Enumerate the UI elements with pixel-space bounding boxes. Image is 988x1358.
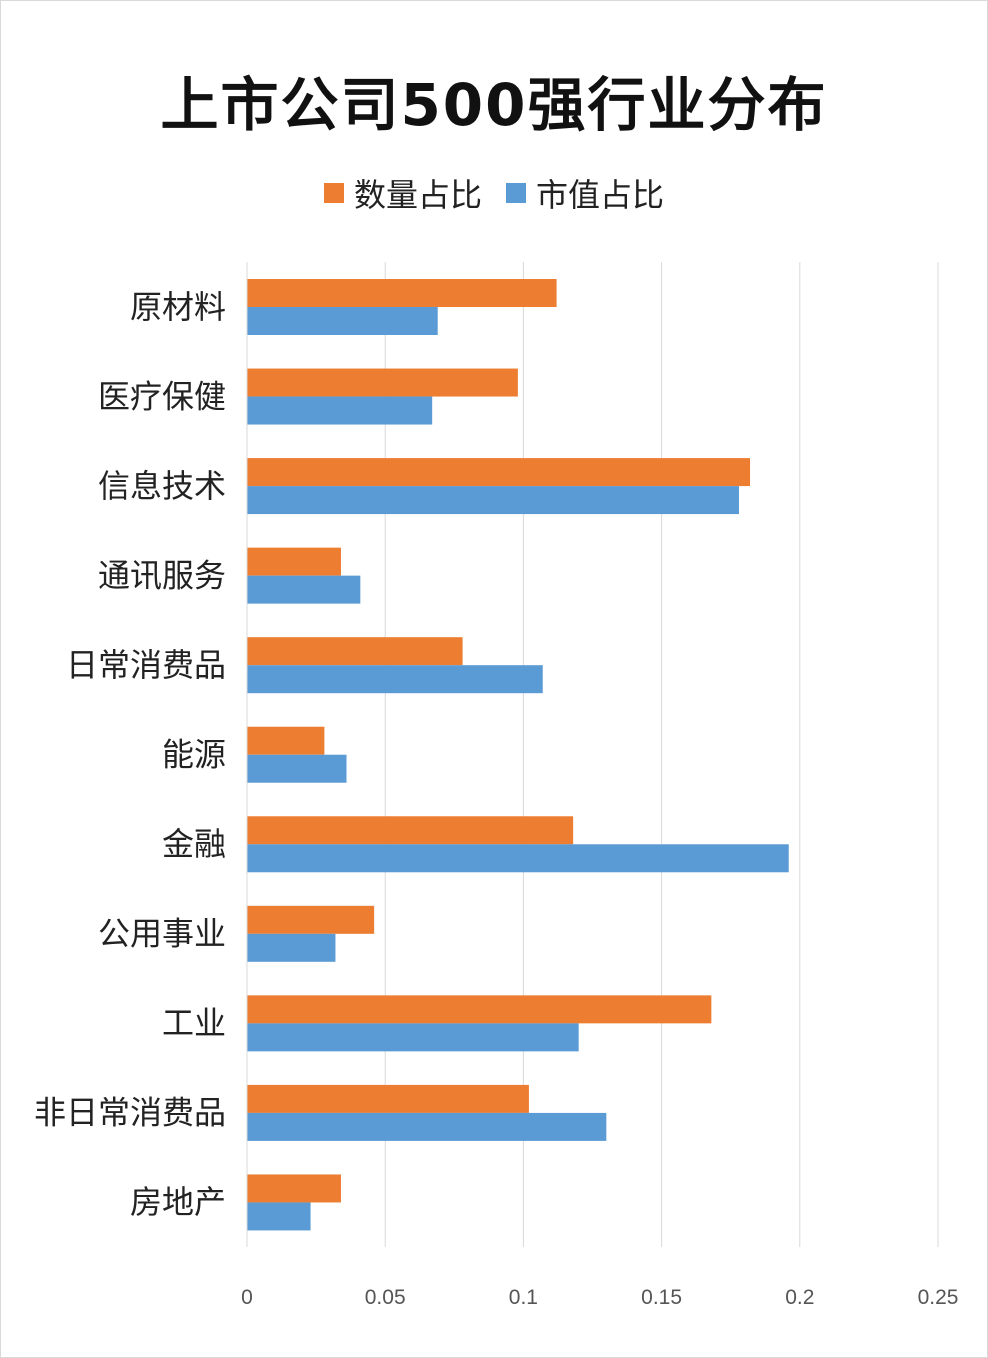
bar-marketcap-1 [247, 396, 433, 425]
x-tick-label-4: 0.2 [785, 1286, 814, 1309]
bar-count-6 [247, 816, 574, 845]
bar-marketcap-2 [247, 486, 739, 515]
category-label-0: 原材料 [130, 288, 226, 326]
bar-marketcap-8 [247, 1023, 579, 1052]
x-tick-label-3: 0.15 [641, 1286, 682, 1309]
category-label-10: 房地产 [130, 1183, 226, 1221]
legend-item-count: 数量占比 [323, 170, 482, 216]
category-label-1: 医疗保健 [98, 377, 226, 415]
chart-legend: 数量占比 市值占比 [0, 170, 988, 216]
category-label-3: 通讯服务 [98, 556, 226, 594]
legend-label-count: 数量占比 [353, 176, 482, 214]
bar-marketcap-3 [247, 575, 361, 604]
x-tick-label-1: 0.05 [365, 1286, 406, 1309]
legend-label-marketcap: 市值占比 [536, 176, 665, 214]
category-label-7: 公用事业 [98, 915, 226, 953]
bar-count-3 [247, 547, 341, 576]
bar-marketcap-4 [247, 665, 543, 694]
category-label-2: 信息技术 [98, 467, 226, 505]
bar-count-1 [247, 368, 518, 397]
chart-title: 上市公司500强行业分布 [160, 71, 828, 139]
legend-swatch-marketcap [506, 183, 526, 203]
bar-marketcap-10 [247, 1202, 311, 1231]
category-label-8: 工业 [162, 1004, 226, 1042]
legend-item-marketcap: 市值占比 [506, 170, 664, 216]
bar-marketcap-0 [247, 307, 438, 335]
category-label-6: 金融 [162, 825, 226, 863]
bar-marketcap-5 [247, 754, 347, 783]
legend-swatch-count [323, 183, 344, 203]
category-label-4: 日常消费品 [66, 646, 226, 684]
bar-marketcap-6 [247, 844, 789, 873]
bar-count-4 [247, 637, 463, 666]
bar-count-8 [247, 995, 712, 1024]
category-label-9: 非日常消费品 [34, 1094, 226, 1132]
category-label-5: 能源 [162, 736, 226, 774]
bar-count-5 [247, 726, 325, 755]
bar-count-10 [247, 1174, 341, 1203]
bar-count-0 [247, 279, 557, 307]
bar-count-9 [247, 1084, 529, 1113]
bar-marketcap-9 [247, 1112, 607, 1141]
x-tick-label-0: 0 [241, 1286, 253, 1309]
bar-marketcap-7 [247, 933, 336, 962]
x-tick-label-5: 0.25 [918, 1286, 959, 1309]
x-tick-label-2: 0.1 [509, 1286, 538, 1309]
bar-count-2 [247, 458, 751, 487]
bar-count-7 [247, 905, 375, 934]
